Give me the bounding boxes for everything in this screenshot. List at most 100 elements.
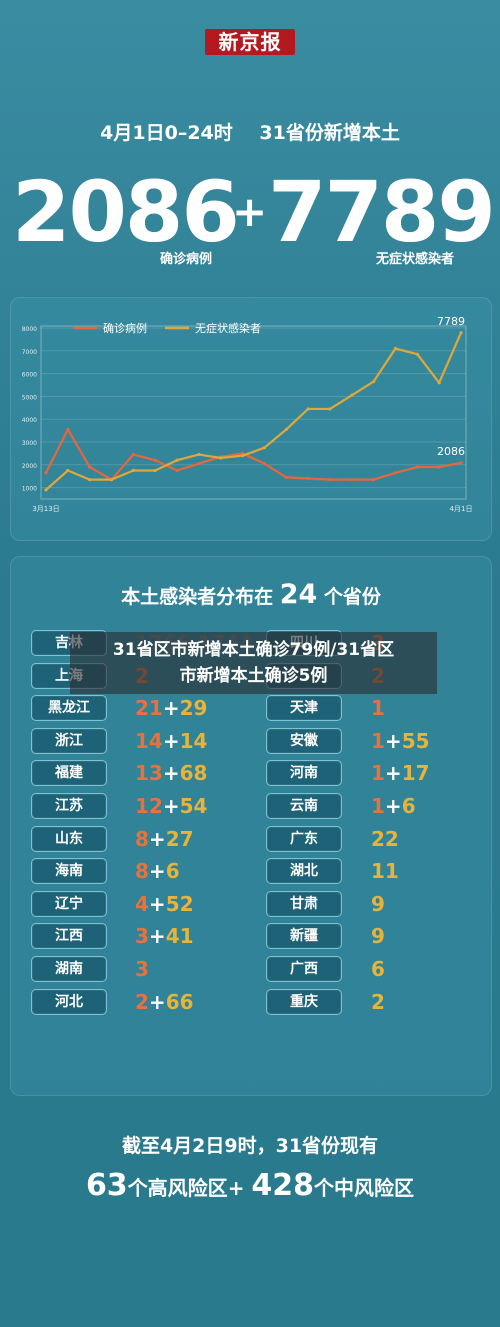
- series-point: [240, 451, 245, 455]
- series-point: [306, 476, 310, 481]
- series-point: [393, 346, 398, 351]
- x-tick-label: 3月13日: [32, 505, 59, 513]
- y-tick-label: 2000: [22, 463, 37, 470]
- series-point: [415, 465, 419, 469]
- headline-period: 4月1日0–24时: [100, 122, 233, 144]
- series-point: [393, 471, 398, 475]
- series-point: [197, 462, 201, 466]
- series-point: [44, 471, 48, 475]
- asymptomatic-label: 无症状感染者: [376, 252, 455, 267]
- x-tick-label: 4月1日: [450, 505, 473, 513]
- series-point: [197, 452, 201, 457]
- province-tag: 江西: [31, 923, 107, 950]
- distribution-title-count: 24: [279, 579, 318, 610]
- province-tag: 新疆: [266, 923, 342, 950]
- province-tag: 天津: [266, 695, 342, 722]
- series-point: [44, 488, 48, 492]
- series-point: [350, 478, 354, 482]
- series-point: [88, 478, 92, 482]
- series-point: [328, 478, 332, 482]
- series-point: [131, 468, 135, 473]
- province-tag: 安徽: [266, 727, 342, 754]
- distribution-title-prefix: 本土感染者分布在: [121, 586, 274, 608]
- province-tag: 福建: [31, 760, 107, 787]
- series-point: [175, 458, 179, 462]
- series-point: [175, 468, 179, 473]
- footer-line-1: 截至4月2日9时，31省份现有: [121, 1135, 379, 1157]
- footer-line-2: 63个高风险区+ 428个中风险区: [0, 1168, 500, 1203]
- province-count: 1: [371, 696, 385, 721]
- y-tick-label: 4000: [22, 417, 37, 424]
- series-point: [66, 468, 70, 473]
- legend-label: 无症状感染者: [195, 321, 261, 335]
- series-point: [306, 407, 310, 411]
- confirmed-label: 确诊病例: [160, 252, 213, 267]
- province-tag: 河北: [31, 988, 107, 1015]
- footer-plus: +: [227, 1176, 245, 1200]
- province-count: 13+68: [135, 761, 208, 786]
- province-count: 11: [371, 859, 399, 884]
- series-point: [240, 454, 245, 458]
- series-point: [350, 393, 354, 397]
- caption-line-2: 市新增本土确诊5例: [179, 666, 328, 686]
- province-count: 2: [371, 989, 385, 1014]
- province-tag: 湖北: [266, 858, 342, 885]
- headline: 4月1日0–24时 31省份新增本土: [0, 118, 500, 145]
- province-count: 14+14: [135, 728, 208, 753]
- province-tag: 海南: [31, 858, 107, 885]
- province-count: 12+54: [135, 794, 208, 818]
- province-tag: 山东: [31, 825, 107, 852]
- province-tag: 甘肃: [266, 890, 342, 917]
- province-tag: 重庆: [266, 988, 342, 1015]
- masthead-logo: 新京报: [205, 29, 295, 55]
- province-count: 1+17: [371, 761, 430, 786]
- province-count: 3: [135, 957, 149, 981]
- province-count: 8+27: [135, 826, 194, 851]
- y-tick-label: 3000: [22, 440, 37, 447]
- high-risk-label: 个高风险区: [127, 1176, 228, 1200]
- series-point: [284, 475, 288, 479]
- distribution-title-suffix: 个省份: [323, 586, 381, 608]
- legend-label: 确诊病例: [103, 321, 147, 335]
- series-point: [153, 468, 157, 473]
- series-end-label: 2086: [437, 445, 465, 458]
- series-point: [459, 331, 463, 335]
- province-tag: 河南: [266, 760, 342, 787]
- y-tick-label: 7000: [22, 349, 37, 356]
- series-point: [415, 352, 419, 356]
- series-point: [437, 465, 441, 469]
- series-line-1: [45, 332, 463, 491]
- province-count: 2+66: [135, 989, 194, 1014]
- mid-risk-count: 428: [251, 1168, 315, 1203]
- asymptomatic-total: 7789: [268, 163, 496, 261]
- series-point: [459, 461, 463, 465]
- trend-chart: 8000 7000 6000 5000 4000 3000 2000 1000 3月13日 4月1…: [10, 297, 492, 541]
- series-point: [88, 465, 92, 469]
- caption-line-1: 31省区市新增本土确诊79例/31省区: [112, 640, 395, 660]
- confirmed-total: 2086: [12, 163, 240, 261]
- caption-overlay: 31省区市新增本土确诊79例/31省区 市新增本土确诊5例: [70, 632, 437, 694]
- province-count: 3+41: [135, 924, 194, 949]
- y-tick-label: 8000: [22, 326, 37, 333]
- series-point: [109, 478, 114, 482]
- series-point: [437, 381, 441, 385]
- series-point: [262, 462, 267, 466]
- series-point: [372, 379, 376, 384]
- province-count: 4+52: [135, 891, 194, 916]
- high-risk-count: 63: [85, 1168, 128, 1203]
- mid-risk-label: 个中风险区: [314, 1176, 415, 1200]
- province-tag: 广西: [266, 956, 342, 982]
- province-tag: 江苏: [31, 793, 107, 819]
- province-count: 9: [371, 891, 385, 916]
- province-count: 9: [371, 924, 385, 949]
- series-line-0: [45, 428, 462, 481]
- totals-plus: +: [232, 187, 268, 236]
- series-point: [131, 452, 135, 457]
- series-point: [284, 427, 288, 432]
- series-end-label: 7789: [437, 315, 465, 328]
- province-count: 8+6: [135, 859, 180, 884]
- y-tick-label: 1000: [22, 486, 37, 493]
- y-tick-label: 5000: [22, 394, 37, 401]
- province-count: 21+29: [135, 696, 208, 721]
- series-point: [153, 458, 157, 462]
